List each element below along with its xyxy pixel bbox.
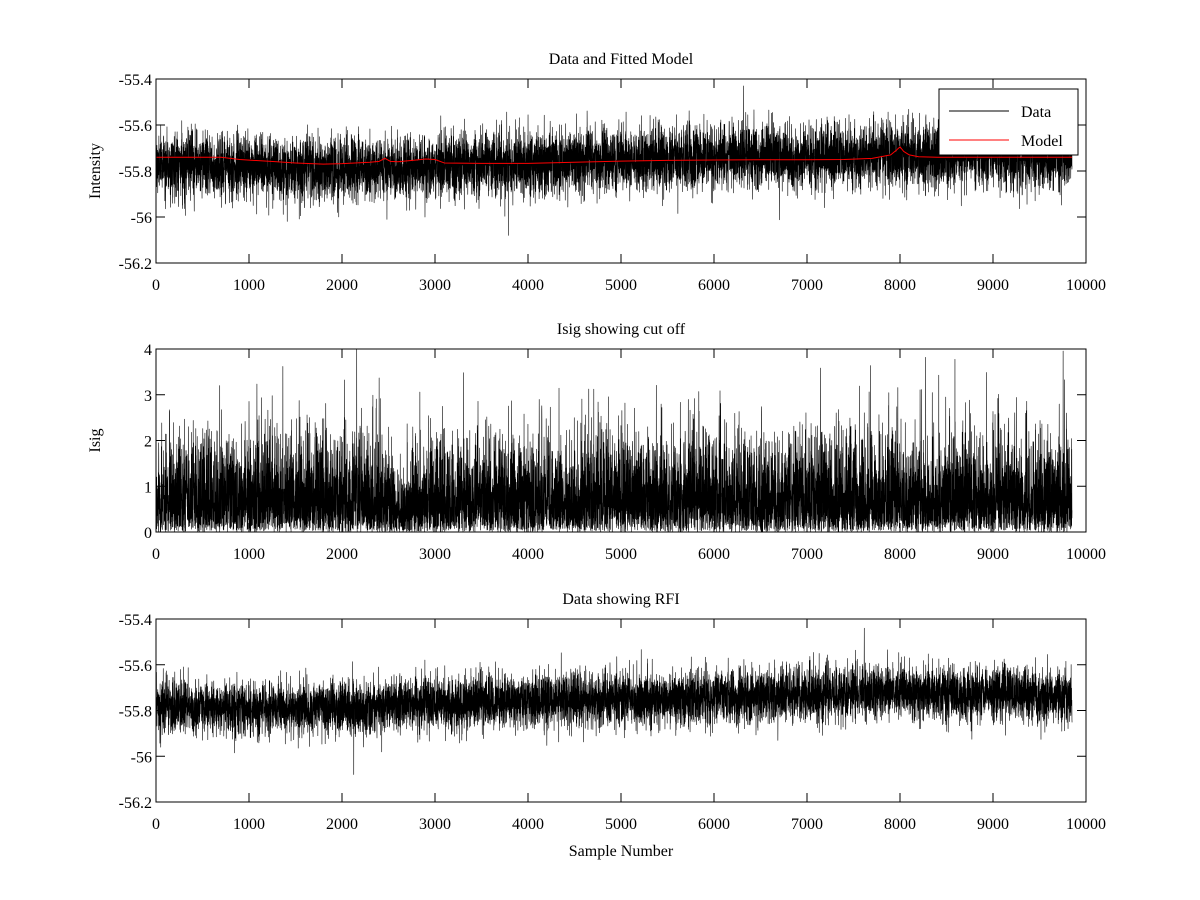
x-tick-label: 2000 bbox=[326, 546, 358, 563]
x-tick-label: 7000 bbox=[791, 277, 823, 294]
x-axis-label: Sample Number bbox=[569, 843, 674, 860]
x-tick-label: 6000 bbox=[698, 816, 730, 833]
x-tick-label: 9000 bbox=[977, 546, 1009, 563]
x-tick-label: 6000 bbox=[698, 277, 730, 294]
x-tick-label: 9000 bbox=[977, 816, 1009, 833]
series-isig-line bbox=[156, 349, 1073, 532]
y-tick-label: -55.4 bbox=[119, 72, 152, 89]
legend-label-data: Data bbox=[1021, 104, 1051, 121]
x-tick-label: 0 bbox=[152, 816, 160, 833]
legend-label-model: Model bbox=[1021, 133, 1063, 150]
x-tick-label: 3000 bbox=[419, 816, 451, 833]
x-tick-label: 10000 bbox=[1066, 816, 1106, 833]
x-tick-label: 4000 bbox=[512, 816, 544, 833]
y-axis-label: Isig bbox=[87, 429, 104, 453]
series-data-line bbox=[156, 627, 1073, 775]
x-tick-label: 5000 bbox=[605, 546, 637, 563]
y-tick-label: 0 bbox=[144, 525, 152, 542]
y-tick-label: 1 bbox=[144, 479, 152, 496]
x-tick-label: 1000 bbox=[233, 816, 265, 833]
chart-panel-3: 0 1000 2000 3000 4000 5000 6000 7000 8000 9000 100… bbox=[119, 591, 1106, 860]
chart-title: Data and Fitted Model bbox=[549, 51, 694, 68]
x-tick-label: 1000 bbox=[233, 546, 265, 563]
chart-panel-2: 0 1000 2000 3000 4000 5000 6000 7000 8000 9000 100… bbox=[87, 321, 1106, 563]
x-tick-label: 6000 bbox=[698, 546, 730, 563]
y-tick-label: -55.6 bbox=[119, 658, 152, 675]
x-tick-label: 1000 bbox=[233, 277, 265, 294]
y-axis-label: Intensity bbox=[87, 143, 104, 199]
x-tick-label: 9000 bbox=[977, 277, 1009, 294]
x-tick-label: 5000 bbox=[605, 277, 637, 294]
series-group bbox=[156, 627, 1073, 775]
x-tick-label: 5000 bbox=[605, 816, 637, 833]
series-group bbox=[156, 349, 1073, 532]
y-tick-label: -56.2 bbox=[119, 795, 152, 812]
series-data-line bbox=[156, 85, 1073, 236]
x-tick-label: 0 bbox=[152, 546, 160, 563]
x-tick-label: 4000 bbox=[512, 277, 544, 294]
x-tick-label: 10000 bbox=[1066, 277, 1106, 294]
x-tick-label: 2000 bbox=[326, 277, 358, 294]
series-model-line bbox=[156, 146, 1073, 165]
legend-box bbox=[938, 88, 1079, 156]
y-tick-label: -55.4 bbox=[119, 612, 152, 629]
x-tick-label: 3000 bbox=[419, 277, 451, 294]
x-tick-label: 0 bbox=[152, 277, 160, 294]
y-tick-label: -56 bbox=[131, 210, 152, 227]
y-tick-label: -56 bbox=[131, 749, 152, 766]
x-tick-label: 7000 bbox=[791, 546, 823, 563]
x-tick-label: 8000 bbox=[884, 277, 916, 294]
x-tick-label: 8000 bbox=[884, 546, 916, 563]
y-tick-label: -55.8 bbox=[119, 704, 152, 721]
y-tick-label: 2 bbox=[144, 434, 152, 451]
chart-title: Isig showing cut off bbox=[557, 321, 686, 338]
x-tick-label: 4000 bbox=[512, 546, 544, 563]
y-tick-label: -55.8 bbox=[119, 164, 152, 181]
x-tick-label: 8000 bbox=[884, 816, 916, 833]
x-tick-label: 3000 bbox=[419, 546, 451, 563]
x-tick-label: 2000 bbox=[326, 816, 358, 833]
legend: Data Model bbox=[938, 88, 1079, 156]
series-group bbox=[156, 85, 1073, 236]
y-tick-label: 3 bbox=[144, 388, 152, 405]
x-tick-label: 10000 bbox=[1066, 546, 1106, 563]
y-tick-label: -55.6 bbox=[119, 118, 152, 135]
chart-panel-1: 0 1000 2000 3000 4000 5000 6000 7000 8000 9000 100… bbox=[87, 51, 1106, 294]
x-tick-label: 7000 bbox=[791, 816, 823, 833]
y-tick-label: 4 bbox=[144, 342, 152, 359]
chart-title: Data showing RFI bbox=[562, 591, 679, 608]
y-tick-label: -56.2 bbox=[119, 256, 152, 273]
